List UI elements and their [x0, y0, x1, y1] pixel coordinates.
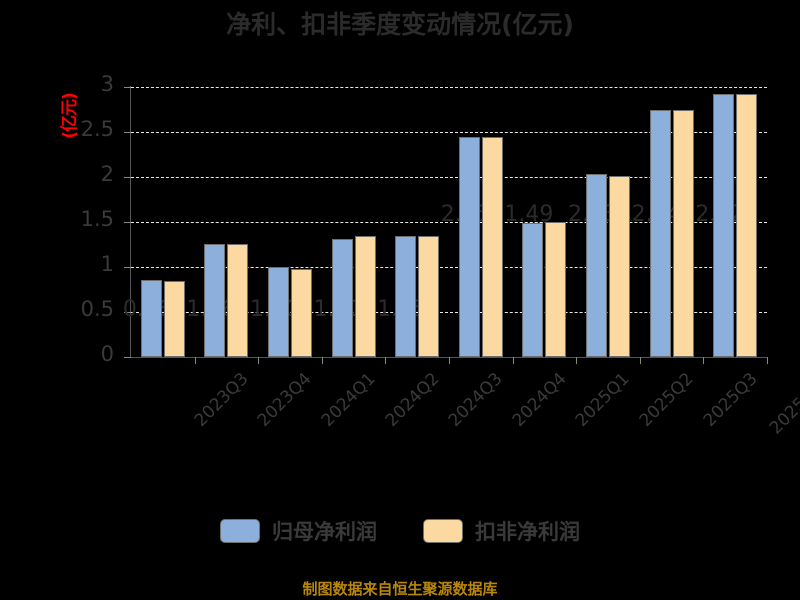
legend-item-1[interactable]: 归母净利润: [220, 516, 377, 546]
y-axis-tick-label: 2.5: [80, 117, 114, 141]
bar-2023Q4-归母净利润[interactable]: [204, 243, 226, 357]
bar-2024Q1-归母净利润[interactable]: [268, 267, 289, 357]
y-gridline: [131, 177, 767, 178]
chart-title: 净利、扣非季度变动情况(亿元): [226, 10, 574, 39]
bar-2025Q3-归母净利润[interactable]: [649, 110, 671, 357]
x-axis-tick: [258, 357, 260, 364]
bar-2023Q3-扣非净利润[interactable]: [163, 280, 185, 357]
y-axis-tick-label: 3: [100, 72, 114, 96]
bar-2023Q4-扣非净利润[interactable]: [227, 243, 249, 357]
x-axis-tick: [449, 357, 450, 364]
x-axis-tick: [321, 357, 323, 364]
bar-2024Q3-归母净利润[interactable]: [395, 235, 417, 357]
bar-2025Q4E-扣非净利润[interactable]: [736, 94, 758, 357]
bar-2024Q4-扣非净利润[interactable]: [481, 137, 503, 357]
x-axis-category-label: 2023Q4: [254, 369, 317, 431]
x-axis-category-label: 2025Q4E: [766, 369, 800, 439]
y-axis-tick: [124, 132, 131, 133]
x-axis-category-label: 2025Q3: [699, 369, 762, 431]
bar-2024Q2-归母净利润[interactable]: [331, 239, 353, 357]
bar-2025Q2-扣非净利润[interactable]: [609, 176, 630, 357]
chart-legend: 归母净利润 扣非净利润: [0, 516, 800, 546]
y-gridline: [131, 132, 767, 133]
x-axis-category-label: 2025Q2: [635, 369, 698, 431]
x-axis-category-label: 2024Q1: [317, 369, 380, 431]
y-axis-tick: [124, 222, 131, 223]
y-gridline: [131, 312, 767, 313]
y-axis-tick-label: 1.5: [80, 207, 114, 231]
x-axis-category-label: 2024Q4: [508, 369, 571, 431]
y-axis-tick: [124, 267, 131, 268]
x-axis-tick: [512, 357, 514, 364]
bar-2025Q2-归母净利润[interactable]: [586, 174, 607, 357]
bar-2024Q4-归母净利润[interactable]: [458, 136, 480, 357]
legend-label: 扣非净利润: [475, 520, 580, 544]
y-axis-tick-label: 0: [100, 342, 114, 366]
x-axis-tick: [194, 357, 196, 364]
y-axis-tick-label: 2: [100, 162, 114, 186]
y-axis-tick: [124, 357, 131, 358]
legend-label: 归母净利润: [272, 520, 377, 544]
bar-2025Q4E-归母净利润[interactable]: [713, 94, 735, 357]
y-gridline: [131, 222, 767, 223]
x-axis-category-label: 2023Q3: [190, 369, 253, 431]
bar-2025Q1-扣非净利润[interactable]: [545, 222, 567, 357]
legend-swatch-icon: [220, 519, 260, 543]
y-axis-tick: [124, 87, 131, 88]
bar-2025Q3-扣非净利润[interactable]: [672, 110, 694, 357]
y-gridline: [131, 267, 767, 268]
x-axis-tick: [767, 357, 768, 364]
legend-item-2[interactable]: 扣非净利润: [423, 516, 580, 546]
plot-area: 00.511.522.530.862023Q31.262023Q41.00202…: [81, 72, 800, 438]
x-axis-category-label: 2024Q2: [381, 369, 444, 431]
x-axis-line: [130, 357, 767, 358]
x-axis-tick: [639, 357, 641, 364]
bar-2024Q2-扣非净利润[interactable]: [354, 235, 376, 357]
y-axis-tick: [124, 177, 131, 178]
bar-2024Q1-扣非净利润[interactable]: [291, 268, 312, 357]
y-axis-tick: [124, 312, 131, 313]
legend-swatch-icon: [423, 519, 463, 543]
x-axis-tick: [385, 357, 387, 364]
x-axis-category-label: 2024Q3: [444, 369, 507, 431]
bar-2024Q3-扣非净利润[interactable]: [418, 235, 440, 357]
bar-2023Q3-归母净利润[interactable]: [140, 279, 162, 357]
x-axis-category-label: 2025Q1: [572, 369, 635, 431]
y-axis-tick-label: 0.5: [80, 297, 114, 321]
x-axis-tick: [576, 357, 578, 364]
chart-footer-source: 制图数据来自恒生聚源数据库: [302, 580, 498, 598]
bar-2025Q1-归母净利润[interactable]: [522, 222, 544, 357]
y-axis-tick-label: 1: [100, 252, 114, 276]
y-gridline: [131, 87, 767, 88]
x-axis-tick: [703, 357, 705, 364]
